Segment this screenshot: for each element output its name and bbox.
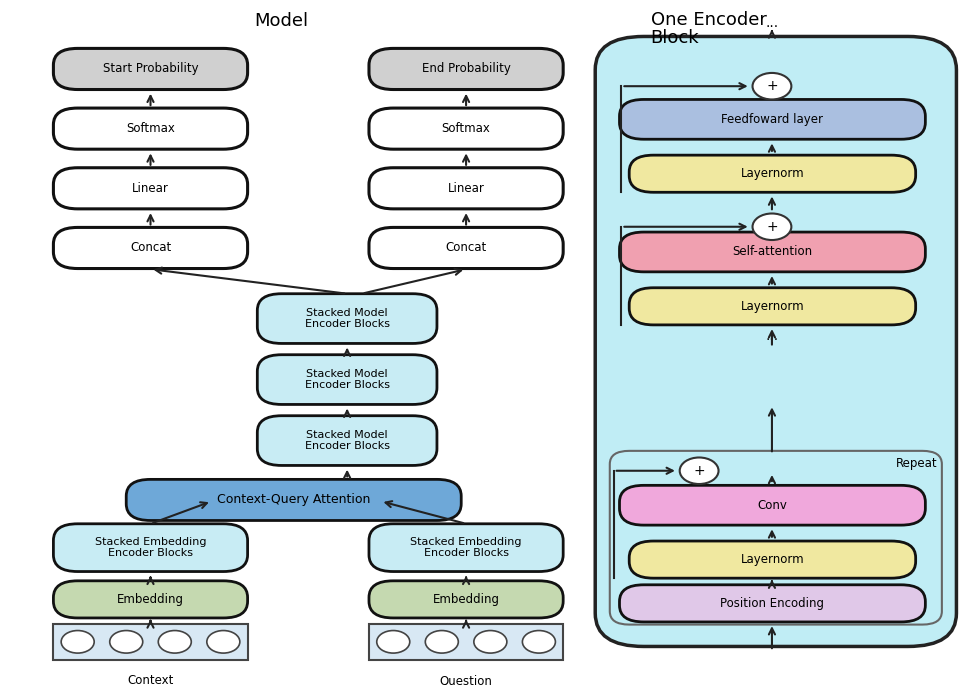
FancyBboxPatch shape	[257, 416, 437, 465]
Circle shape	[474, 631, 507, 653]
FancyBboxPatch shape	[53, 227, 248, 269]
Text: Position Encoding: Position Encoding	[720, 597, 824, 610]
FancyBboxPatch shape	[595, 36, 956, 647]
FancyBboxPatch shape	[629, 541, 916, 578]
Text: One Encoder: One Encoder	[651, 11, 766, 29]
FancyBboxPatch shape	[369, 227, 563, 269]
FancyBboxPatch shape	[369, 168, 563, 209]
FancyBboxPatch shape	[257, 294, 437, 343]
Text: Start Probability: Start Probability	[103, 62, 198, 75]
Text: Repeat: Repeat	[895, 458, 937, 471]
Text: Softmax: Softmax	[126, 122, 175, 135]
Text: Context: Context	[127, 674, 174, 685]
FancyBboxPatch shape	[619, 232, 925, 272]
FancyBboxPatch shape	[369, 108, 563, 149]
Circle shape	[61, 631, 94, 653]
Text: Layernorm: Layernorm	[741, 300, 804, 313]
FancyBboxPatch shape	[126, 479, 461, 521]
Text: Context-Query Attention: Context-Query Attention	[218, 493, 370, 506]
FancyBboxPatch shape	[629, 155, 916, 192]
Circle shape	[522, 631, 555, 653]
Circle shape	[377, 631, 410, 653]
Text: ...: ...	[765, 329, 779, 343]
Text: Embedding: Embedding	[117, 593, 184, 606]
FancyBboxPatch shape	[53, 524, 248, 571]
Text: Conv: Conv	[757, 499, 787, 512]
Text: +: +	[766, 79, 778, 93]
Text: Concat: Concat	[446, 242, 486, 254]
Text: Linear: Linear	[448, 182, 485, 195]
Text: Embedding: Embedding	[432, 593, 500, 606]
FancyBboxPatch shape	[619, 99, 925, 139]
Text: Stacked Embedding
Encoder Blocks: Stacked Embedding Encoder Blocks	[95, 537, 206, 558]
FancyBboxPatch shape	[257, 355, 437, 404]
FancyBboxPatch shape	[629, 288, 916, 325]
Text: Stacked Embedding
Encoder Blocks: Stacked Embedding Encoder Blocks	[411, 537, 521, 558]
Text: ...: ...	[765, 16, 779, 30]
Text: Stacked Model
Encoder Blocks: Stacked Model Encoder Blocks	[305, 429, 389, 451]
FancyBboxPatch shape	[369, 581, 563, 618]
FancyBboxPatch shape	[53, 168, 248, 209]
Text: Linear: Linear	[132, 182, 169, 195]
Text: Layernorm: Layernorm	[741, 553, 804, 566]
Circle shape	[425, 631, 458, 653]
Text: Concat: Concat	[130, 242, 171, 254]
FancyBboxPatch shape	[53, 49, 248, 90]
Text: +: +	[693, 464, 705, 477]
FancyBboxPatch shape	[369, 524, 563, 571]
Text: End Probability: End Probability	[421, 62, 511, 75]
Text: +: +	[766, 220, 778, 234]
Text: Layernorm: Layernorm	[741, 167, 804, 180]
Text: Stacked Model
Encoder Blocks: Stacked Model Encoder Blocks	[305, 369, 389, 390]
FancyBboxPatch shape	[369, 49, 563, 90]
Text: Feedfoward layer: Feedfoward layer	[721, 113, 823, 126]
FancyBboxPatch shape	[53, 108, 248, 149]
Circle shape	[753, 214, 791, 240]
Circle shape	[753, 73, 791, 99]
FancyBboxPatch shape	[369, 624, 563, 660]
Text: Stacked Model
Encoder Blocks: Stacked Model Encoder Blocks	[305, 308, 389, 329]
FancyBboxPatch shape	[53, 624, 248, 660]
FancyBboxPatch shape	[53, 581, 248, 618]
Text: Question: Question	[440, 674, 492, 685]
FancyBboxPatch shape	[619, 585, 925, 622]
Circle shape	[110, 631, 143, 653]
Text: Self-attention: Self-attention	[732, 245, 813, 258]
Circle shape	[158, 631, 191, 653]
Text: Model: Model	[254, 12, 309, 30]
Circle shape	[207, 631, 240, 653]
Text: Softmax: Softmax	[442, 122, 490, 135]
Text: Block: Block	[651, 29, 699, 47]
FancyBboxPatch shape	[619, 486, 925, 525]
Circle shape	[680, 458, 719, 484]
